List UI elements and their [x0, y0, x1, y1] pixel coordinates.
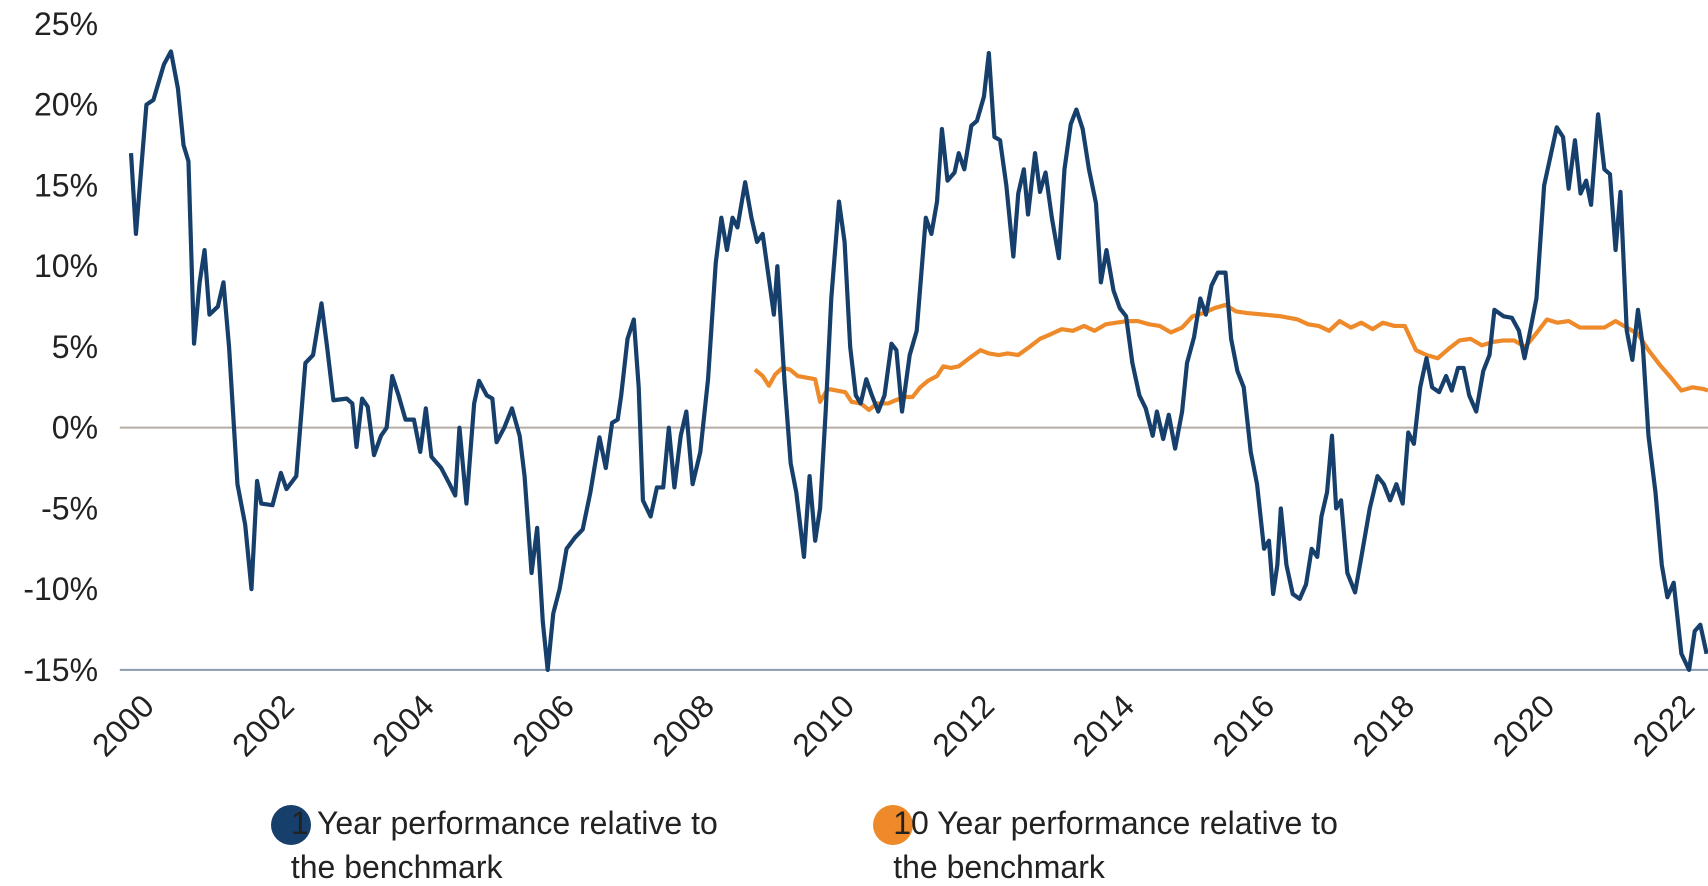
y-tick-label: 10%	[34, 248, 98, 284]
legend-marker	[873, 804, 914, 845]
x-tick-label: 2012	[925, 688, 1001, 764]
y-tick-label: -5%	[41, 490, 98, 526]
x-tick-label: 2004	[365, 688, 441, 764]
x-tick-label: 2008	[645, 688, 721, 764]
y-tick-label: 25%	[34, 6, 98, 42]
x-tick-label: 2018	[1346, 688, 1422, 764]
y-tick-label: -15%	[23, 652, 98, 688]
x-tick-label: 2006	[505, 688, 581, 764]
legend-label: 1 Year performance relative to the bench…	[290, 804, 718, 885]
y-tick-label: 0%	[52, 410, 98, 446]
x-tick-label: 2000	[85, 688, 161, 764]
x-tick-label: 2014	[1065, 688, 1141, 764]
y-tick-label: 20%	[34, 87, 98, 123]
x-tick-label: 2010	[785, 688, 861, 764]
x-tick-label: 2020	[1486, 688, 1562, 764]
x-tick-label: 2002	[225, 688, 301, 764]
legend-label: 10 Year performance relative to the benc…	[893, 804, 1338, 885]
legend-marker	[270, 804, 311, 845]
y-tick-label: 15%	[34, 167, 98, 203]
series-line	[128, 49, 1708, 673]
y-tick-label: -10%	[23, 571, 98, 607]
x-tick-label: 2022	[1626, 688, 1702, 764]
x-tick-label: 2016	[1205, 688, 1281, 764]
y-tick-label: 5%	[52, 329, 98, 365]
